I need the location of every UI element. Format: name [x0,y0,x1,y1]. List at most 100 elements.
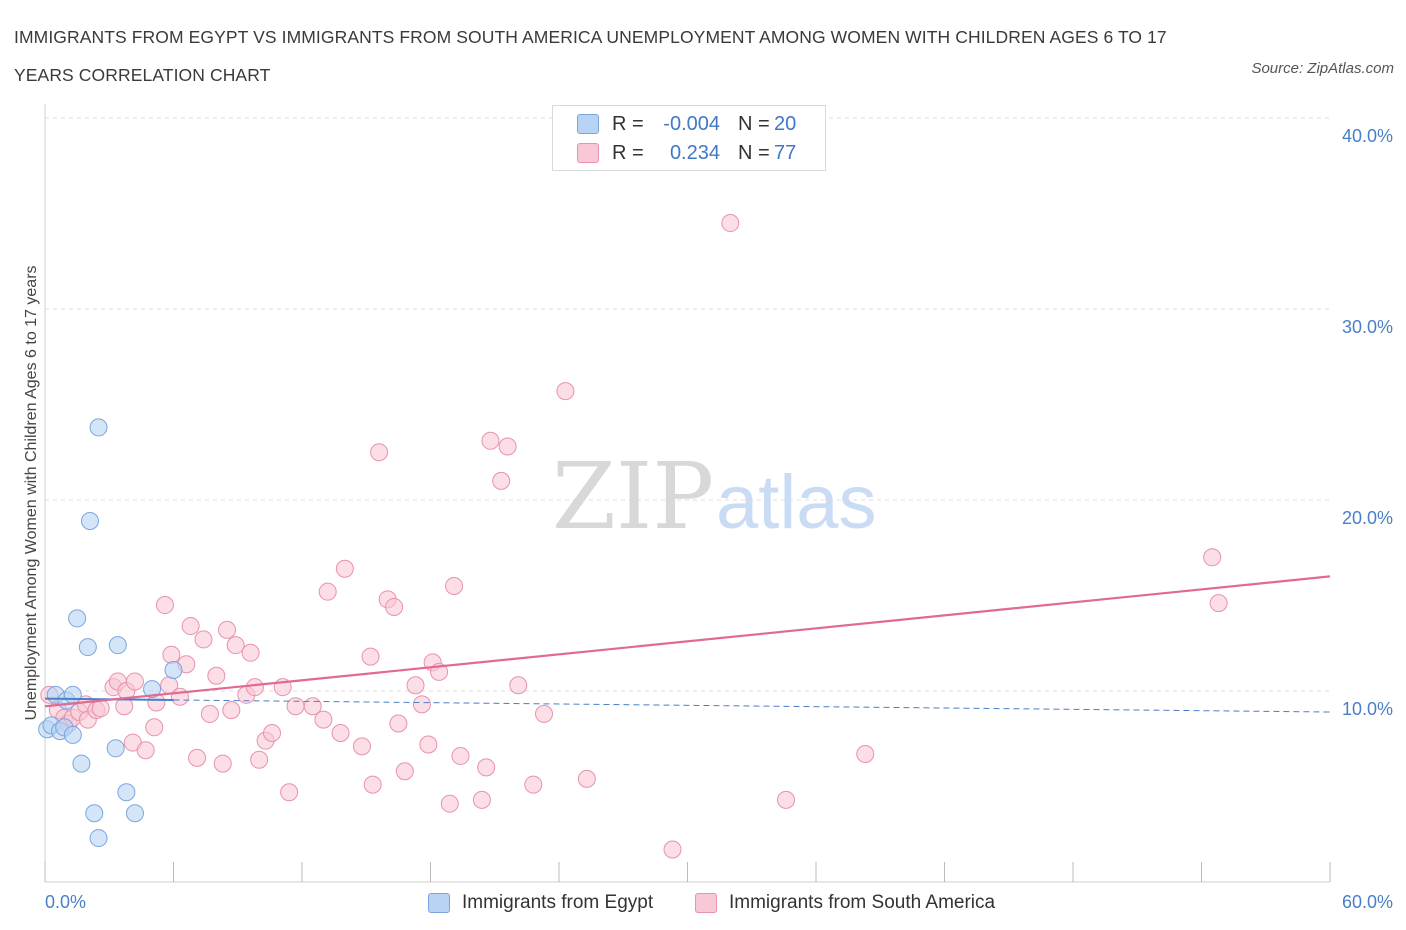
south-america-swatch [577,143,599,163]
n-value: 77 [774,141,797,164]
r-label: R = [612,112,644,135]
south-america-point [250,750,269,769]
egypt-trend-dashed [173,699,1331,713]
egypt-point [89,829,108,848]
south-america-point [241,643,260,662]
south-america-point [721,214,740,233]
south-america-point [363,775,382,794]
south-america-point [200,704,219,723]
south-america-point [181,617,200,636]
legend-item-egypt[interactable]: Immigrants from Egypt [428,890,653,916]
egypt-point [117,783,136,802]
n-label: N = [738,112,770,135]
south-america-point [663,840,682,859]
source-label: Source: ZipAtlas.com [1251,60,1394,77]
south-america-point [155,596,174,615]
south-america-point [194,630,213,649]
south-america-point [335,559,354,578]
south-america-point [535,704,554,723]
egypt-point [80,512,99,531]
south-america-point [370,443,389,462]
south-america-point [509,676,528,695]
south-america-point [125,672,144,691]
south-america-point [1203,548,1222,567]
south-america-point [222,701,241,720]
egypt-point [78,638,97,657]
legend-label-south-america: Immigrants from South America [729,892,996,913]
egypt-swatch [577,114,599,134]
y-tick-label: 10.0% [1342,699,1393,719]
south-america-point [188,748,207,767]
south-america-point [498,437,517,456]
south-america-point [280,783,299,802]
axes [44,104,1331,883]
south-america-trend [44,575,1331,708]
south-america-points [40,214,1228,859]
trend-lines [44,575,1331,713]
south-america-point [245,678,264,697]
y-tick-label: 40.0% [1342,126,1393,146]
chart-title: IMMIGRANTS FROM EGYPT VS IMMIGRANTS FROM… [14,27,1167,85]
south-america-point [389,714,408,733]
south-america-point [263,724,282,743]
x-tick-label: 0.0% [45,892,86,912]
south-america-point [412,695,431,714]
egypt-point [164,660,183,679]
south-america-point [440,794,459,813]
egypt-point [89,418,108,437]
legend-row-south-america: R = 0.234 N = 77 [577,139,796,167]
south-america-point [385,597,404,616]
legend-row-egypt: R = -0.004 N = 20 [577,110,796,138]
correlation-legend: R = -0.004 N = 20 R = 0.234 N = 77 [552,105,826,171]
south-america-point [492,471,511,490]
tick-labels: 10.0% 20.0% 30.0% 40.0% 0.0% 60.0% [45,126,1393,912]
n-value: 20 [774,112,797,135]
y-axis-title: Unemployment Among Women with Children A… [23,265,40,720]
egypt-points [38,418,183,848]
south-america-point [286,697,305,716]
egypt-point [125,804,144,823]
south-america-point [352,737,371,756]
south-america-point [1209,594,1228,613]
south-america-point [207,666,226,685]
grid-lines [45,117,1330,692]
south-america-point [406,676,425,695]
n-label: N = [738,141,770,164]
south-america-point [145,718,164,737]
south-america-point [361,647,380,666]
egypt-point [106,739,125,758]
y-tick-label: 20.0% [1342,508,1393,528]
south-america-point [524,775,543,794]
south-america-point [481,431,500,450]
egypt-swatch [428,893,450,913]
south-america-point [395,762,414,781]
egypt-point [85,804,104,823]
south-america-point [577,769,596,788]
south-america-point [419,735,438,754]
legend-item-south-america[interactable]: Immigrants from South America [695,890,995,916]
egypt-point [72,754,91,773]
south-america-point [472,790,491,809]
r-value: -0.004 [663,112,720,135]
egypt-point [108,636,127,655]
egypt-point [143,680,162,699]
south-america-point [314,710,333,729]
egypt-point [63,685,82,704]
south-america-point [318,582,337,601]
r-value: 0.234 [669,141,720,164]
south-america-point [777,790,796,809]
south-america-point [556,382,575,401]
south-america-point [331,724,350,743]
south-america-point [303,697,322,716]
south-america-point [856,745,875,764]
y-tick-label: 30.0% [1342,317,1393,337]
watermark-zip: ZIP [552,443,714,550]
x-tick-label: 60.0% [1342,892,1393,912]
legend-label-egypt: Immigrants from Egypt [462,892,654,913]
south-america-point [213,754,232,773]
south-america-point [136,741,155,760]
south-america-point [477,758,496,777]
south-america-point [451,746,470,765]
south-america-point [170,687,189,706]
egypt-point [63,725,82,744]
